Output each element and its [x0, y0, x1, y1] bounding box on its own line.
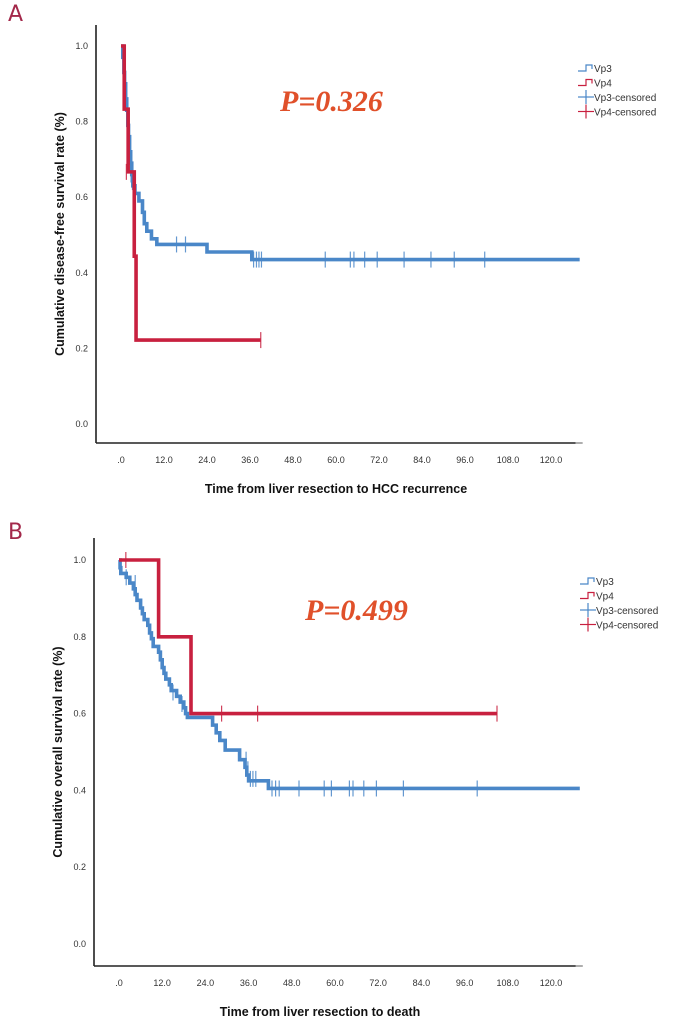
x-axis-title: Time from liver resection to HCC recurre…: [205, 482, 467, 496]
legend-label: Vp4: [594, 79, 612, 90]
y-tick-label: 0.4: [73, 785, 86, 795]
legend-label: Vp4: [596, 592, 614, 603]
legend-label: Vp3-censored: [596, 606, 658, 617]
x-tick-label: 120.0: [540, 455, 563, 465]
panel-letter-a: A: [8, 2, 24, 27]
x-tick-label: 108.0: [497, 978, 520, 988]
legend-label: Vp3: [596, 577, 614, 588]
x-tick-label: 84.0: [413, 978, 431, 988]
km-curve-vp3: [118, 558, 580, 791]
km-curve-vp4: [119, 558, 497, 716]
legend: Vp3 Vp4 Vp3-censored Vp4-censored: [580, 577, 658, 632]
x-tick-label: 72.0: [370, 455, 388, 465]
km-curve-vp4: [121, 44, 261, 342]
legend-step-icon: [580, 591, 595, 600]
x-tick-label: 96.0: [456, 455, 474, 465]
legend-label: Vp3: [594, 64, 612, 75]
x-tick-label: 48.0: [283, 978, 301, 988]
x-tick-label: 108.0: [497, 455, 520, 465]
y-tick-label: 1.0: [75, 41, 88, 51]
x-axis-title: Time from liver resection to death: [220, 1005, 421, 1019]
x-tick-label: 120.0: [540, 978, 563, 988]
y-tick-label: 1.0: [73, 555, 86, 565]
x-tick-label: .0: [115, 978, 123, 988]
x-tick-label: 60.0: [327, 455, 345, 465]
x-tick-label: 24.0: [198, 455, 216, 465]
legend-step-icon: [580, 577, 595, 585]
x-tick-label: .0: [117, 455, 125, 465]
legend-step-icon: [578, 64, 593, 72]
y-tick-label: 0.6: [73, 709, 86, 719]
legend-label: Vp3-censored: [594, 93, 656, 104]
x-tick-label: 96.0: [456, 978, 474, 988]
x-tick-label: 48.0: [284, 455, 302, 465]
y-tick-label: 0.0: [73, 939, 86, 949]
y-tick-label: 0.8: [75, 117, 88, 127]
x-tick-label: 24.0: [197, 978, 215, 988]
y-tick-label: 0.6: [75, 192, 88, 202]
y-axis-title: Cumulative overall survival rate (%): [51, 646, 65, 857]
panel-letter-b: B: [8, 520, 24, 545]
x-tick-label: 60.0: [326, 978, 344, 988]
x-tick-label: 36.0: [241, 455, 259, 465]
p-value-annotation: P=0.326: [279, 85, 383, 118]
y-tick-label: 0.4: [75, 268, 88, 278]
y-tick-label: 0.8: [73, 632, 86, 642]
x-tick-label: 12.0: [153, 978, 171, 988]
legend: Vp3 Vp4 Vp3-censored Vp4-censored: [578, 64, 656, 119]
x-tick-label: 12.0: [155, 455, 173, 465]
y-tick-label: 0.2: [73, 862, 86, 872]
legend-label: Vp4-censored: [596, 621, 658, 632]
x-tick-label: 72.0: [369, 978, 387, 988]
legend-label: Vp4-censored: [594, 108, 656, 119]
chart-a: 0.0 0.2 0.4 0.6 0.8 1.0 .0 12.0 24.0 36.0 48.0 60.0…: [53, 25, 656, 496]
legend-step-icon: [578, 78, 593, 87]
y-tick-label: 0.0: [75, 419, 88, 429]
x-tick-label: 36.0: [240, 978, 258, 988]
y-tick-label: 0.2: [75, 343, 88, 353]
y-axis-title: Cumulative disease-free survival rate (%…: [53, 112, 67, 356]
x-tick-label: 84.0: [413, 455, 431, 465]
p-value-annotation: P=0.499: [304, 594, 408, 627]
